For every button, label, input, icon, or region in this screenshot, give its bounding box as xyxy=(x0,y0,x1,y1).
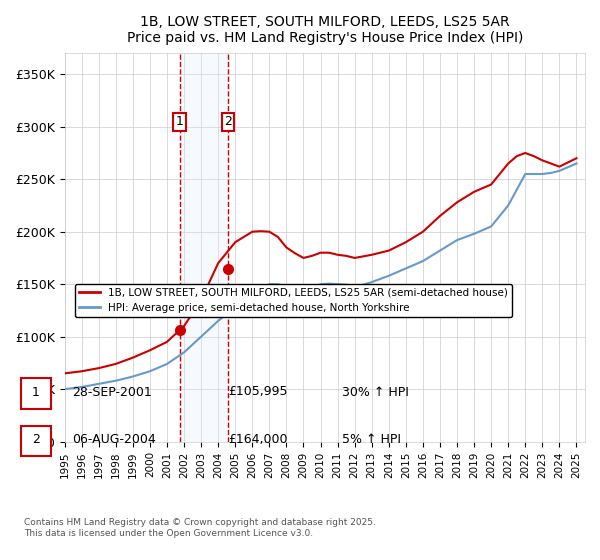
Text: 30% ↑ HPI: 30% ↑ HPI xyxy=(342,385,409,399)
Text: 1: 1 xyxy=(32,385,40,399)
Text: 28-SEP-2001: 28-SEP-2001 xyxy=(72,385,152,399)
Text: 2: 2 xyxy=(32,433,40,446)
Bar xyxy=(180,53,228,442)
Text: 1: 1 xyxy=(176,115,184,128)
Text: 2: 2 xyxy=(224,115,232,128)
Text: £164,000: £164,000 xyxy=(228,433,287,446)
Text: 5% ↑ HPI: 5% ↑ HPI xyxy=(342,433,401,446)
Legend: 1B, LOW STREET, SOUTH MILFORD, LEEDS, LS25 5AR (semi-detached house), HPI: Avera: 1B, LOW STREET, SOUTH MILFORD, LEEDS, LS… xyxy=(75,284,512,318)
Text: Contains HM Land Registry data © Crown copyright and database right 2025.
This d: Contains HM Land Registry data © Crown c… xyxy=(24,518,376,538)
Text: 06-AUG-2004: 06-AUG-2004 xyxy=(72,433,156,446)
Text: £105,995: £105,995 xyxy=(228,385,287,399)
Title: 1B, LOW STREET, SOUTH MILFORD, LEEDS, LS25 5AR
Price paid vs. HM Land Registry's: 1B, LOW STREET, SOUTH MILFORD, LEEDS, LS… xyxy=(127,15,523,45)
